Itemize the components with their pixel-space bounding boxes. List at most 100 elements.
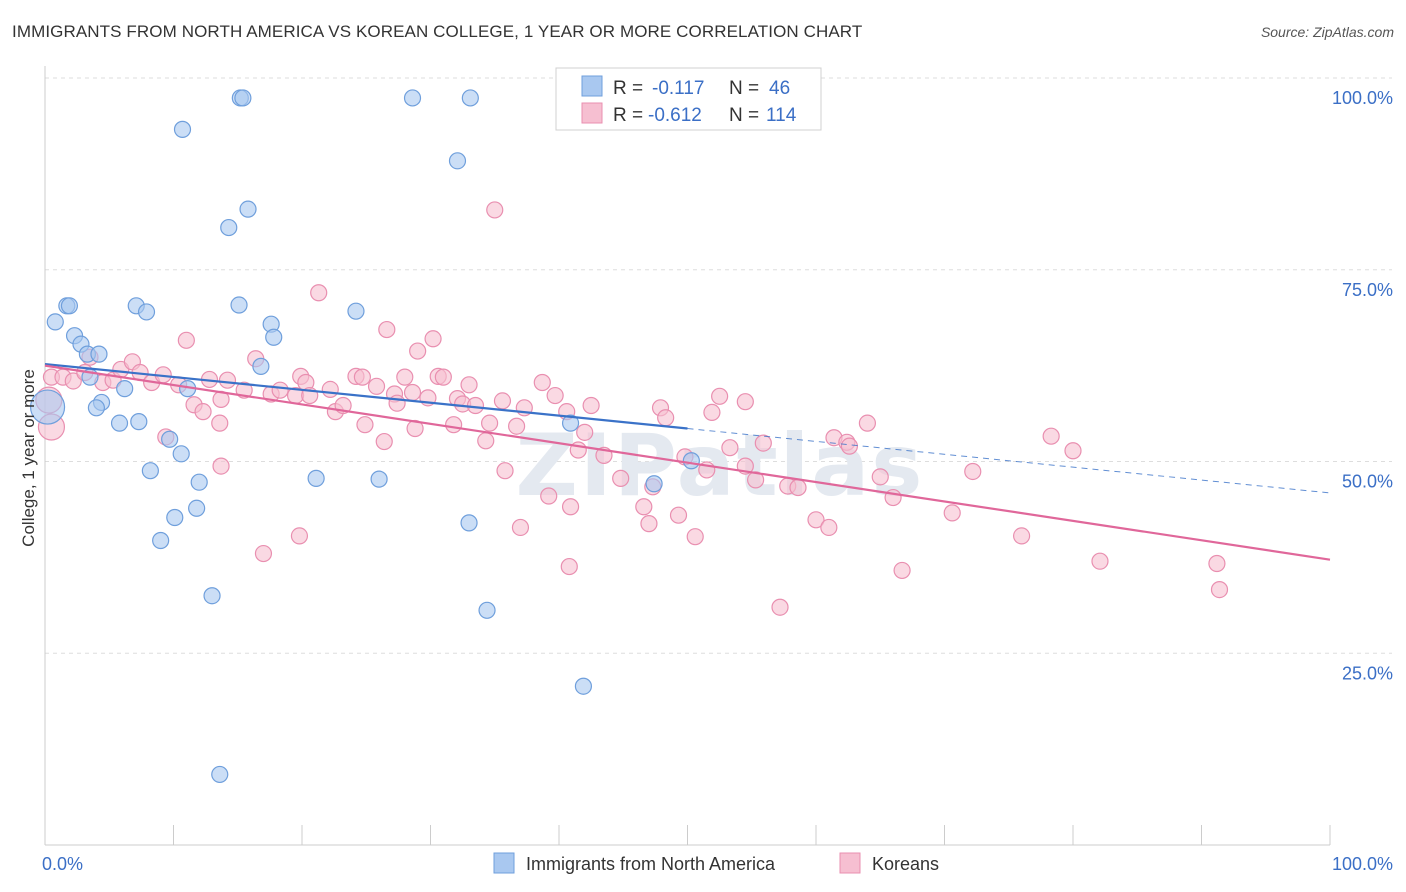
immigrants-point-1 [234,89,252,107]
koreans-point-57 [511,518,530,537]
koreans-point-93 [840,437,859,455]
immigrants-point-32 [141,462,159,480]
koreans-point-75 [669,506,688,524]
bottom-legend-swatch-blue [493,852,515,874]
immigrants-point-27 [87,399,106,417]
y-tick-label-1: 75.0% [1342,280,1393,300]
koreans-trend-line [44,364,1331,561]
koreans-point-28 [321,380,339,399]
immigrants-point-20 [90,345,108,363]
koreans-point-111 [486,201,504,219]
immigrants-point-29 [130,413,148,431]
immigrants-point-41 [478,601,496,619]
bottom-legend-label-pink: Koreans [872,854,939,874]
koreans-point-66 [576,423,594,441]
koreans-point-77 [686,528,704,546]
koreans-point-69 [612,469,630,487]
koreans-point-55 [496,462,514,480]
koreans-point-38 [388,394,406,412]
immigrants-point-17 [265,328,283,346]
immigrants-point-35 [190,473,208,491]
grid-lines [45,77,1392,654]
stats-legend: R = -0.117 N = 46 R = -0.612 N = 114 [555,67,822,131]
y-tick-label-2: 50.0% [1342,472,1393,492]
koreans-point-82 [736,393,754,411]
koreans-point-95 [871,468,889,486]
source-credit: Source: ZipAtlas.com [1260,24,1394,40]
immigrants-point-36 [188,499,206,517]
koreans-point-108 [211,414,229,432]
legend-r-label-blue: R = [613,78,643,99]
immigrants-point-30 [161,430,179,448]
koreans-point-106 [254,544,273,563]
koreans-point-64 [560,557,578,576]
immigrants-point-6 [239,200,257,218]
immigrants-point-25 [29,389,66,425]
immigrants-point-37 [166,508,184,527]
koreans-point-59 [533,373,551,392]
x-tick-label-end: 100.0% [1332,854,1393,874]
koreans-point-102 [1064,442,1082,460]
immigrants-point-7 [220,218,238,237]
y-axis-label: College, 1 year or more [19,369,38,547]
legend-n-value-pink: 114 [766,105,797,126]
koreans-point-80 [711,387,729,405]
koreans-point-18 [218,371,237,389]
immigrants-point-28 [110,414,129,432]
koreans-point-22 [271,381,289,399]
koreans-point-100 [1012,527,1031,545]
koreans-point-60 [540,487,558,505]
immigrants-point-9 [60,297,79,315]
immigrants-point-40 [203,587,221,605]
koreans-point-61 [546,386,564,405]
legend-swatch-pink [581,102,603,124]
koreans-point-47 [445,416,463,434]
immigrants-point-11 [137,303,156,321]
koreans-point-15 [194,403,212,421]
koreans-point-52 [477,432,495,450]
koreans-point-105 [1210,580,1229,599]
koreans-point-107 [290,527,309,545]
chart-title: IMMIGRANTS FROM NORTH AMERICA VS KOREAN … [12,22,863,41]
koreans-point-94 [858,414,877,432]
koreans-point-104 [1208,554,1226,573]
koreans-point-36 [378,320,396,339]
koreans-point-27 [310,284,328,302]
bottom-legend-swatch-pink [839,852,861,874]
koreans-point-67 [582,396,600,415]
axes [44,66,1331,846]
immigrants-point-39 [460,514,478,532]
legend-n-label-blue: N = [729,78,759,99]
koreans-point-103 [1091,552,1109,570]
koreans-point-32 [353,368,371,386]
immigrants-point-43 [645,475,663,493]
koreans-point-109 [212,457,230,475]
koreans-point-44 [424,330,442,348]
koreans-point-2 [64,372,82,390]
koreans-point-71 [640,515,658,533]
koreans-point-39 [396,368,414,386]
koreans-point-53 [481,414,499,432]
koreans-point-86 [771,598,789,616]
x-tick-label-start: 0.0% [42,854,83,874]
y-tick-label-3: 25.0% [1342,663,1393,683]
immigrants-point-21 [252,357,270,375]
legend-n-label-pink: N = [729,105,759,126]
koreans-point-46 [434,368,452,386]
y-tick-label-0: 100.0% [1332,88,1393,108]
immigrants-trend-extension [687,428,1331,494]
koreans-point-35 [375,432,393,451]
koreans-point-81 [721,439,739,457]
immigrants-point-3 [461,89,479,107]
bottom-legend-label-blue: Immigrants from North America [526,854,776,874]
immigrants-point-34 [370,470,388,488]
immigrants-trend-line [44,362,688,430]
immigrants-point-2 [403,89,422,107]
legend-r-label-pink: R = [613,105,643,126]
series-koreans-points [35,201,1229,616]
x-tick-labels: 0.0% 100.0% [42,854,1393,874]
legend-r-value-pink: -0.612 [648,105,702,126]
immigrants-point-23 [116,380,134,398]
series-immigrants-points [29,89,700,784]
